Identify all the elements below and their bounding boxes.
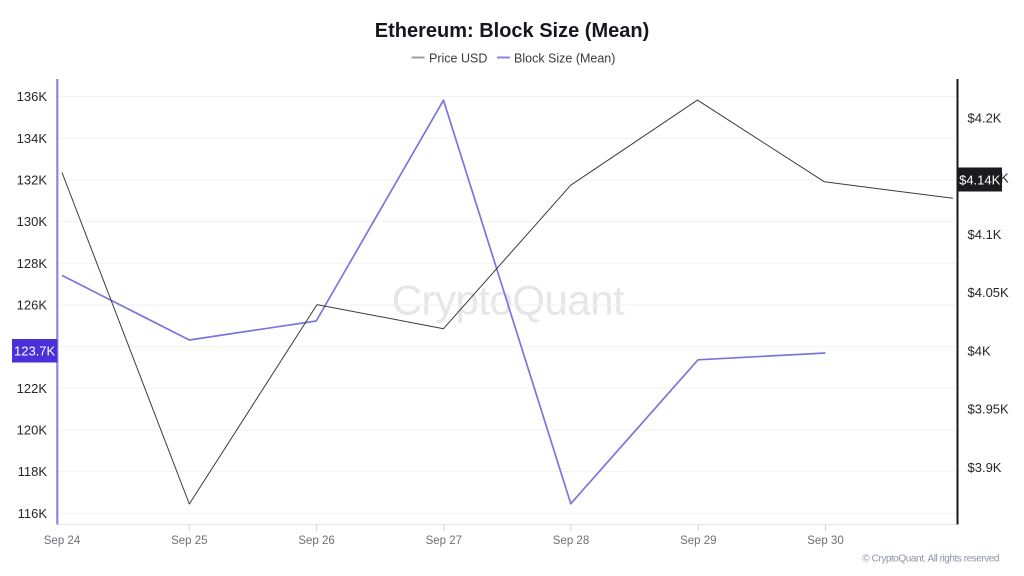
svg-text:$3.9K: $3.9K xyxy=(968,460,1002,475)
svg-text:120K: 120K xyxy=(17,423,48,438)
svg-text:130K: 130K xyxy=(17,214,48,229)
svg-text:© CryptoQuant. All rights rese: © CryptoQuant. All rights reserved xyxy=(862,554,999,565)
svg-text:$4.1K: $4.1K xyxy=(968,227,1002,242)
svg-text:118K: 118K xyxy=(18,464,48,479)
svg-text:Block Size (Mean): Block Size (Mean) xyxy=(514,51,615,65)
svg-text:Sep 29: Sep 29 xyxy=(680,535,716,547)
svg-text:132K: 132K xyxy=(17,173,48,188)
svg-text:122K: 122K xyxy=(17,381,48,396)
svg-text:$4.2K: $4.2K xyxy=(968,111,1002,126)
svg-text:Sep 25: Sep 25 xyxy=(171,535,207,547)
svg-text:116K: 116K xyxy=(18,506,48,521)
svg-text:$4K: $4K xyxy=(968,343,991,358)
svg-text:Sep 27: Sep 27 xyxy=(426,535,462,547)
svg-text:CryptoQuant: CryptoQuant xyxy=(392,277,625,324)
svg-text:136K: 136K xyxy=(17,89,48,104)
svg-text:$4.05K: $4.05K xyxy=(968,285,1010,300)
svg-text:123.7K: 123.7K xyxy=(14,343,56,358)
svg-text:Price USD: Price USD xyxy=(429,51,487,65)
svg-text:Sep 26: Sep 26 xyxy=(298,535,334,547)
svg-text:Sep 28: Sep 28 xyxy=(553,535,589,547)
svg-text:126K: 126K xyxy=(17,298,48,313)
svg-text:$3.95K: $3.95K xyxy=(968,402,1010,417)
svg-text:Ethereum: Block Size (Mean): Ethereum: Block Size (Mean) xyxy=(375,20,650,42)
svg-text:134K: 134K xyxy=(17,131,48,146)
svg-text:$4.14K: $4.14K xyxy=(959,173,1001,188)
svg-text:128K: 128K xyxy=(17,256,48,271)
svg-text:Sep 30: Sep 30 xyxy=(807,535,843,547)
svg-text:Sep 24: Sep 24 xyxy=(44,535,81,547)
